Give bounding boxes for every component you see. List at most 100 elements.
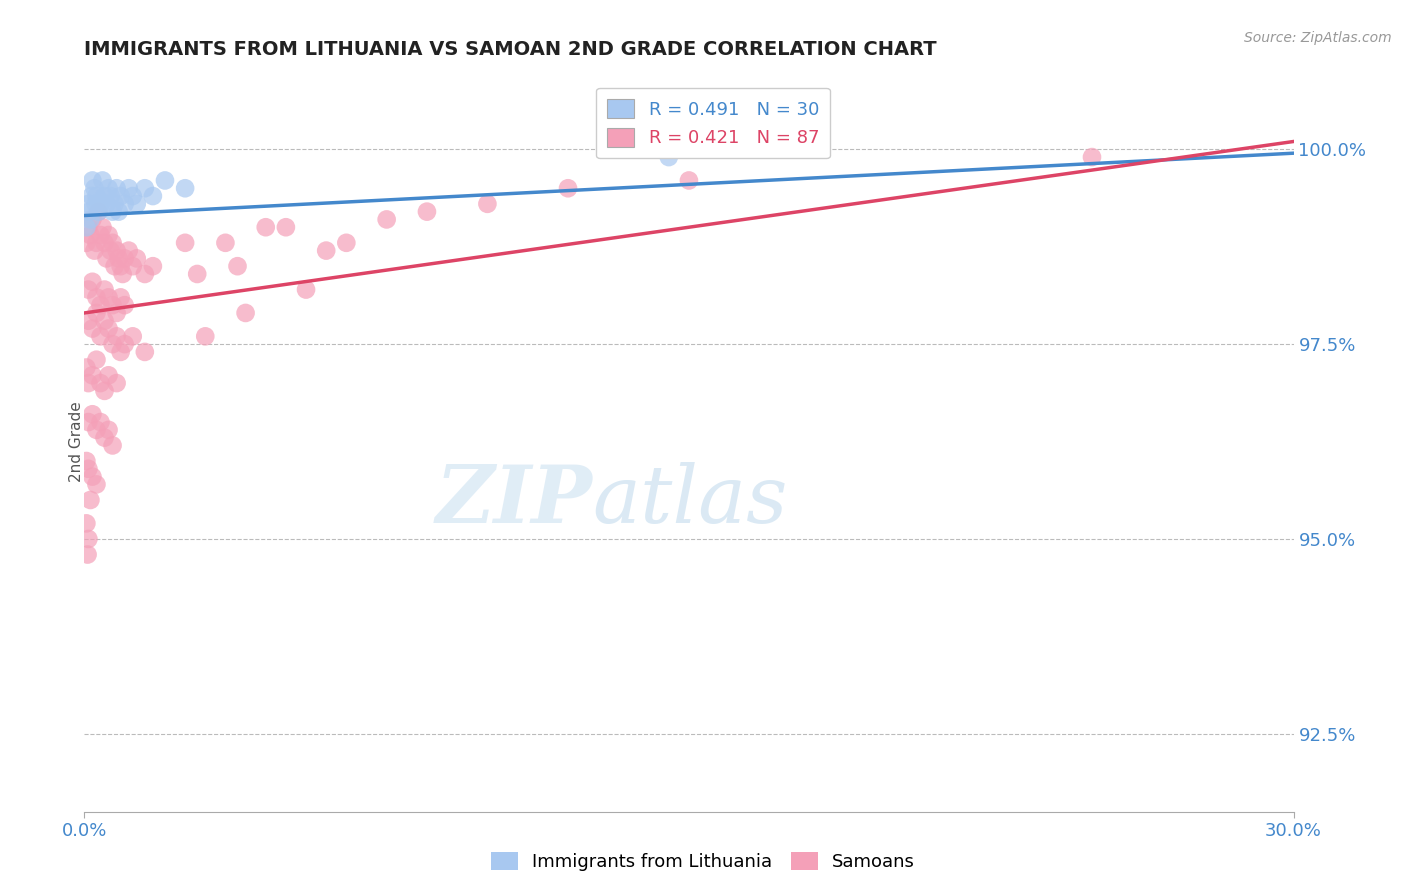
Point — [110, 290, 132, 304]
Point — [101, 337, 124, 351]
Point — [96, 197, 118, 211]
Point — [89, 298, 111, 312]
Point — [110, 189, 132, 203]
Point — [114, 337, 136, 351]
Point — [153, 173, 176, 187]
Point — [557, 181, 579, 195]
Point — [86, 189, 108, 203]
Point — [142, 189, 165, 203]
Point — [107, 252, 129, 266]
Point — [93, 235, 115, 250]
Point — [174, 181, 197, 195]
Point — [235, 306, 257, 320]
Point — [84, 197, 107, 211]
Point — [134, 345, 156, 359]
Point — [114, 252, 136, 266]
Text: ZIP: ZIP — [436, 462, 592, 540]
Point — [121, 259, 143, 273]
Point — [89, 415, 111, 429]
Point — [93, 189, 115, 203]
Point — [100, 189, 122, 203]
Point — [97, 423, 120, 437]
Point — [254, 220, 277, 235]
Point — [80, 189, 103, 203]
Point — [77, 376, 100, 390]
Point — [93, 283, 115, 297]
Point — [75, 220, 97, 235]
Point — [76, 548, 98, 562]
Point — [87, 204, 110, 219]
Point — [142, 259, 165, 273]
Text: Source: ZipAtlas.com: Source: ZipAtlas.com — [1244, 31, 1392, 45]
Point — [79, 212, 101, 227]
Point — [77, 462, 100, 476]
Point — [82, 469, 104, 483]
Point — [83, 181, 105, 195]
Point — [82, 407, 104, 421]
Point — [101, 204, 124, 219]
Point — [89, 329, 111, 343]
Point — [104, 197, 127, 211]
Point — [97, 227, 120, 242]
Point — [111, 267, 134, 281]
Legend: Immigrants from Lithuania, Samoans: Immigrants from Lithuania, Samoans — [484, 845, 922, 879]
Point — [77, 283, 100, 297]
Point — [86, 352, 108, 367]
Point — [105, 306, 128, 320]
Point — [101, 438, 124, 452]
Point — [678, 173, 700, 187]
Point — [101, 298, 124, 312]
Point — [134, 181, 156, 195]
Point — [77, 314, 100, 328]
Point — [110, 345, 132, 359]
Point — [101, 235, 124, 250]
Point — [89, 197, 111, 211]
Point — [214, 235, 236, 250]
Point — [121, 189, 143, 203]
Point — [86, 290, 108, 304]
Point — [97, 181, 120, 195]
Text: IMMIGRANTS FROM LITHUANIA VS SAMOAN 2ND GRADE CORRELATION CHART: IMMIGRANTS FROM LITHUANIA VS SAMOAN 2ND … — [84, 39, 936, 59]
Point — [315, 244, 337, 258]
Point — [194, 329, 217, 343]
Point — [105, 376, 128, 390]
Point — [1081, 150, 1104, 164]
Point — [91, 220, 114, 235]
Text: atlas: atlas — [592, 462, 787, 540]
Point — [82, 321, 104, 335]
Point — [174, 235, 197, 250]
Point — [93, 431, 115, 445]
Point — [77, 197, 100, 211]
Y-axis label: 2nd Grade: 2nd Grade — [69, 401, 83, 482]
Point — [86, 306, 108, 320]
Point — [83, 244, 105, 258]
Point — [96, 252, 118, 266]
Point — [97, 368, 120, 383]
Point — [105, 181, 128, 195]
Point — [118, 181, 141, 195]
Point — [82, 368, 104, 383]
Point — [77, 532, 100, 546]
Point — [93, 384, 115, 398]
Point — [75, 516, 97, 531]
Point — [118, 244, 141, 258]
Point — [658, 150, 681, 164]
Point — [82, 212, 104, 227]
Point — [274, 220, 297, 235]
Point — [107, 204, 129, 219]
Point — [77, 204, 100, 219]
Point — [335, 235, 357, 250]
Point — [87, 204, 110, 219]
Point — [114, 298, 136, 312]
Point — [121, 329, 143, 343]
Point — [477, 197, 499, 211]
Point — [186, 267, 208, 281]
Point — [82, 173, 104, 187]
Point — [86, 235, 108, 250]
Point — [79, 493, 101, 508]
Point — [226, 259, 249, 273]
Point — [416, 204, 439, 219]
Point — [295, 283, 318, 297]
Point — [82, 275, 104, 289]
Point — [77, 220, 100, 235]
